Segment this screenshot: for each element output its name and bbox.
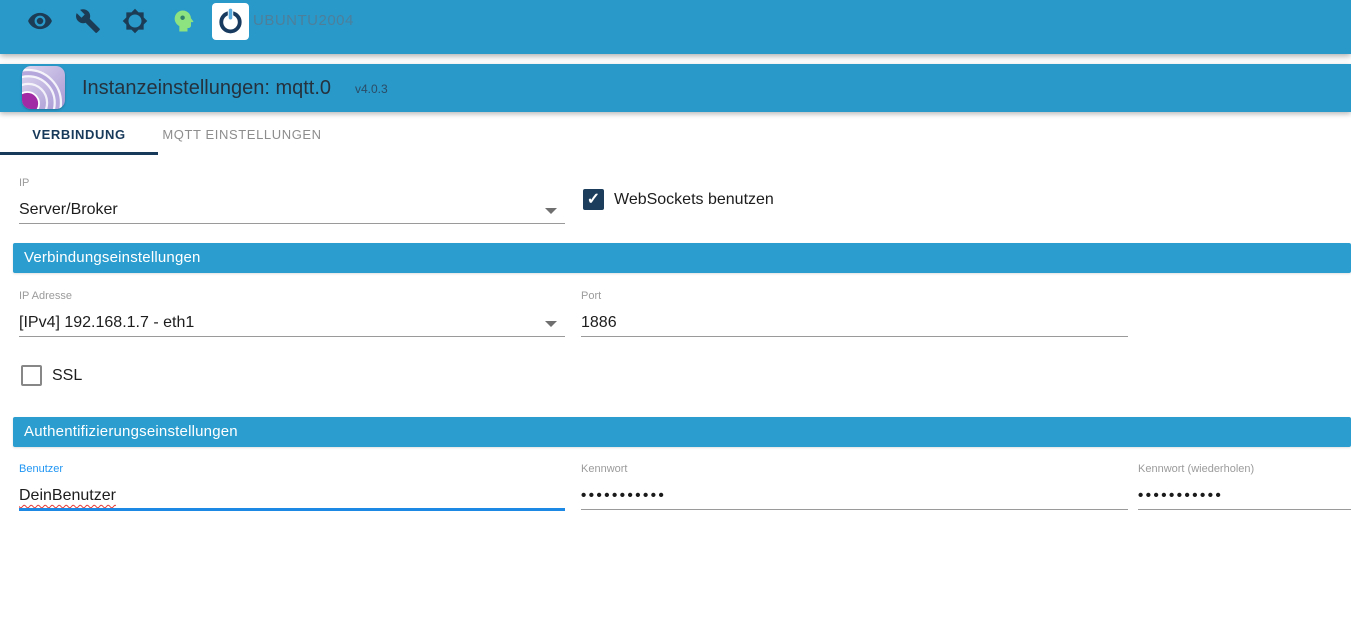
password-repeat-value: ••••••••••• [1138, 487, 1224, 504]
ip-address-label: IP Adresse [19, 290, 72, 302]
ip-select-value: Server/Broker [19, 201, 118, 218]
port-input[interactable]: Port 1886 [581, 290, 1128, 338]
password-value: ••••••••••• [581, 487, 667, 504]
wrench-icon[interactable] [75, 8, 101, 34]
iobroker-logo[interactable] [212, 3, 249, 40]
chevron-down-icon [545, 208, 557, 214]
ip-select-label: IP [19, 177, 30, 189]
password-repeat-input[interactable]: Kennwort (wiederholen) ••••••••••• [1138, 463, 1351, 511]
user-label: Benutzer [19, 463, 64, 475]
visibility-icon[interactable] [27, 8, 53, 34]
active-tab-indicator [0, 152, 158, 155]
mqtt-adapter-icon [22, 66, 65, 109]
chevron-down-icon [545, 321, 557, 327]
websockets-checkbox[interactable]: ✓ WebSockets benutzen [583, 189, 774, 210]
password-input[interactable]: Kennwort ••••••••••• [581, 463, 1128, 511]
brightness-icon[interactable] [122, 8, 148, 34]
user-input[interactable]: Benutzer DeinBenutzer [19, 463, 565, 511]
ssl-checkbox[interactable]: SSL [21, 365, 82, 386]
adapter-version: v4.0.3 [355, 82, 388, 96]
section-header-auth: Authentifizierungseinstellungen [13, 417, 1351, 447]
hostname-label: UBUNTU2004 [253, 12, 354, 29]
iobroker-logo-glyph [219, 8, 242, 34]
input-underline [19, 223, 565, 224]
checkmark-icon: ✓ [586, 191, 601, 208]
input-underline-focused [19, 508, 565, 511]
ssl-checkbox-label: SSL [52, 366, 83, 384]
port-label: Port [581, 290, 602, 302]
ip-address-select[interactable]: IP Adresse [IPv4] 192.168.1.7 - eth1 [19, 290, 565, 338]
section-header-connection: Verbindungseinstellungen [13, 243, 1351, 273]
ip-address-value: [IPv4] 192.168.1.7 - eth1 [19, 314, 195, 331]
password-label: Kennwort [581, 463, 628, 475]
input-underline [581, 509, 1128, 510]
password-repeat-label: Kennwort (wiederholen) [1138, 463, 1255, 475]
ip-select[interactable]: IP Server/Broker [19, 177, 565, 225]
input-underline [1138, 509, 1351, 510]
input-underline [581, 336, 1128, 337]
dialog-title: Instanzeinstellungen: mqtt.0 [82, 77, 332, 99]
websockets-checkbox-label: WebSockets benutzen [614, 190, 774, 208]
top-app-bar: UBUNTU2004 [0, 0, 1351, 54]
input-underline [19, 336, 565, 337]
head-gear-icon[interactable] [170, 7, 198, 35]
tab-verbindung[interactable]: VERBINDUNG [32, 127, 126, 142]
checkbox-checked-icon: ✓ [583, 189, 604, 210]
instance-settings-titlebar: Instanzeinstellungen: mqtt.0 v4.0.3 [0, 64, 1351, 112]
user-value: DeinBenutzer [19, 487, 116, 504]
port-value: 1886 [581, 314, 617, 331]
tab-mqtt-einstellungen[interactable]: MQTT EINSTELLUNGEN [162, 127, 322, 142]
checkbox-unchecked-icon [21, 365, 42, 386]
settings-tabbar: VERBINDUNG MQTT EINSTELLUNGEN [0, 112, 1351, 158]
